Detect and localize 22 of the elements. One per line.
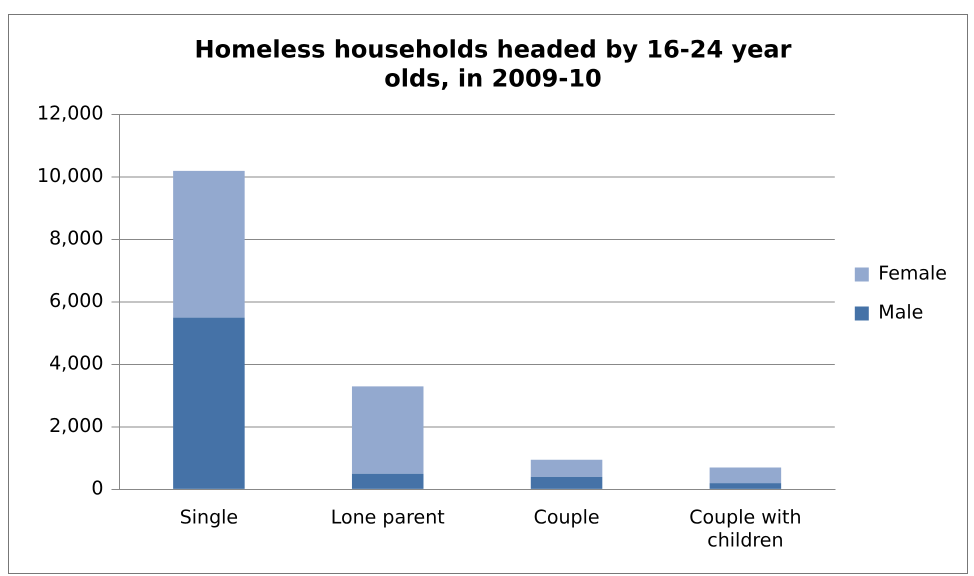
y-tick-label: 12,000 [36, 102, 104, 125]
bar [710, 483, 782, 489]
x-tick-label: Couple [534, 506, 600, 529]
bar [173, 318, 245, 489]
x-tick-label: Lone parent [330, 506, 445, 529]
x-tick-label: Couple with children [689, 506, 802, 552]
y-tick-label: 0 [91, 477, 104, 500]
bar [710, 468, 782, 484]
bar [530, 460, 602, 477]
x-tick-label: Single [180, 506, 238, 529]
legend-label: Female [878, 262, 948, 284]
bar [352, 386, 424, 474]
bar [530, 476, 602, 489]
bar [173, 170, 245, 318]
legend-label: Male [878, 301, 924, 324]
y-tick-label: 10,000 [36, 165, 104, 188]
y-tick-label: 4,000 [49, 352, 104, 374]
chart-title: Homeless households headed by 16-24 year olds, in 2009-10 [194, 36, 792, 92]
y-tick-label: 6,000 [49, 290, 104, 312]
y-tick-label: 2,000 [49, 414, 104, 437]
y-tick-label: 8,000 [49, 227, 104, 250]
bar [352, 474, 424, 489]
